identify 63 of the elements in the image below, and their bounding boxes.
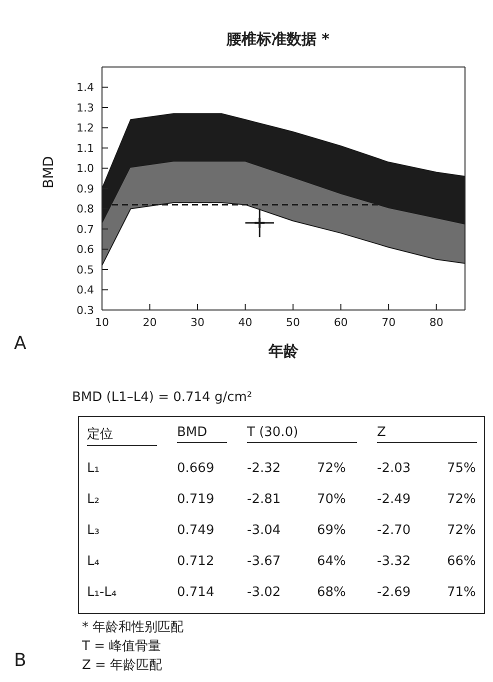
x-tick-label: 70 bbox=[382, 316, 396, 329]
text: -2.81 bbox=[247, 492, 281, 507]
text: 72% bbox=[447, 492, 476, 507]
text: 68% bbox=[317, 585, 346, 600]
y-tick-label: 1.2 bbox=[76, 122, 94, 135]
category-label: L₁ bbox=[87, 461, 100, 476]
text: 72% bbox=[447, 523, 476, 538]
y-tick-label: 0.8 bbox=[76, 202, 94, 216]
x-tick-label: 50 bbox=[286, 316, 300, 329]
text: -3.02 bbox=[247, 585, 281, 600]
text: BMD (L1–L4) = 0.714 g/cm² bbox=[72, 390, 252, 405]
x-axis-title: 年龄 bbox=[268, 342, 300, 360]
y-tick-label: 1.0 bbox=[76, 162, 94, 176]
category-label: L₄ bbox=[87, 554, 100, 569]
x-tick-label: 40 bbox=[238, 316, 252, 329]
y-tick-label: 1.3 bbox=[76, 101, 94, 114]
text: 0.712 bbox=[177, 554, 214, 569]
text: -2.32 bbox=[247, 461, 281, 476]
y-axis-title: BMD bbox=[40, 156, 57, 188]
y-tick-label: 0.3 bbox=[76, 304, 94, 317]
text: 0.714 bbox=[177, 585, 214, 600]
text: T = 峰值骨量 bbox=[82, 638, 162, 655]
text: -2.69 bbox=[377, 585, 411, 600]
category-label: L₁-L₄ bbox=[87, 585, 117, 600]
text: -2.49 bbox=[377, 492, 411, 507]
text: -2.03 bbox=[377, 461, 411, 476]
category-label: T (30.0) bbox=[247, 425, 357, 443]
y-tick-label: 0.7 bbox=[76, 222, 94, 236]
text: Z = 年龄匹配 bbox=[82, 657, 162, 674]
category-label: 定位 bbox=[87, 425, 157, 446]
text: 0.719 bbox=[177, 492, 214, 507]
x-tick-label: 30 bbox=[190, 316, 205, 329]
x-tick-label: 60 bbox=[334, 316, 348, 329]
x-tick-label: 80 bbox=[429, 316, 444, 329]
text: 70% bbox=[317, 492, 346, 507]
y-tick-label: 0.6 bbox=[76, 243, 94, 256]
text: -3.67 bbox=[247, 554, 281, 569]
text: 75% bbox=[447, 461, 476, 476]
category-label: L₃ bbox=[87, 523, 100, 538]
category-label: L₂ bbox=[87, 492, 100, 507]
text: * 年龄和性别匹配 bbox=[82, 619, 184, 636]
chart-title: 腰椎标准数据 * bbox=[225, 30, 331, 49]
y-tick-label: 1.1 bbox=[76, 142, 94, 155]
text: 66% bbox=[447, 554, 476, 569]
y-tick-label: 0.9 bbox=[76, 182, 94, 196]
y-tick-label: 1.4 bbox=[76, 81, 94, 94]
text: 72% bbox=[317, 461, 346, 476]
x-tick-label: 20 bbox=[142, 316, 157, 329]
text: 0.669 bbox=[177, 461, 214, 476]
text: 69% bbox=[317, 523, 346, 538]
text: 71% bbox=[447, 585, 476, 600]
text: 64% bbox=[317, 554, 346, 569]
x-tick-label: 10 bbox=[95, 316, 109, 329]
y-tick-label: 0.4 bbox=[76, 284, 94, 297]
text: A bbox=[14, 333, 26, 354]
category-label: BMD bbox=[177, 425, 227, 443]
y-tick-label: 0.5 bbox=[76, 263, 94, 276]
text: B bbox=[14, 650, 26, 671]
text: -3.04 bbox=[247, 523, 281, 538]
text: 0.749 bbox=[177, 523, 214, 538]
text: -3.32 bbox=[377, 554, 411, 569]
text: -2.70 bbox=[377, 523, 411, 538]
category-label: Z bbox=[377, 425, 477, 443]
